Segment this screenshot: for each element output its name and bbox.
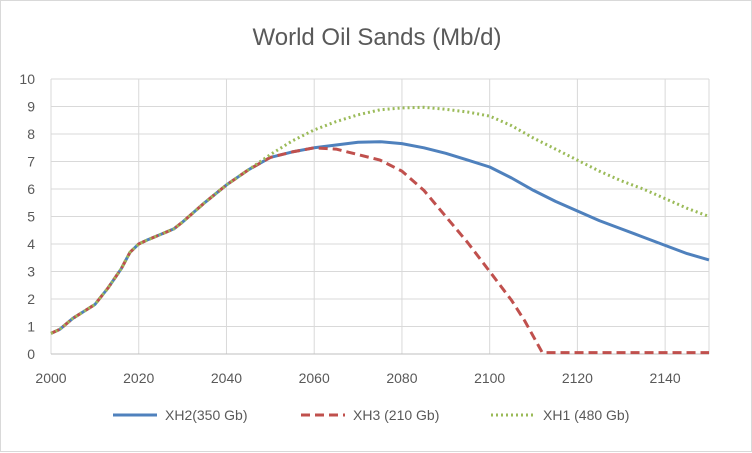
y-tick-label: 6 [27,181,35,197]
legend-label: XH1 (480 Gb) [543,407,629,423]
gridlines [50,78,710,355]
x-tick-label: 2100 [474,370,505,386]
y-tick-label: 5 [27,209,35,225]
x-tick-label: 2060 [299,370,330,386]
y-tick-label: 10 [19,71,35,87]
chart-title: World Oil Sands (Mb/d) [253,24,502,51]
legend-label: XH2(350 Gb) [165,407,247,423]
series-line-2 [50,146,709,355]
series-line-1 [50,140,710,335]
y-tick-label: 1 [27,319,35,335]
y-tick-label: 2 [27,291,35,307]
x-tick-label: 2080 [386,370,417,386]
legend: XH2(350 Gb) XH3 (210 Gb) XH1 (480 Gb) [113,407,629,423]
x-tick-label: 2020 [123,370,154,386]
x-tick-label: 2120 [562,370,593,386]
y-tick-label: 0 [27,346,35,362]
y-tick-label: 9 [27,99,35,115]
y-tick-label: 8 [27,126,35,142]
series-lines [50,105,710,355]
x-tick-label: 2140 [650,370,681,386]
x-tick-label: 2000 [35,370,66,386]
y-tick-label: 3 [27,264,35,280]
axes: 0 1 2 3 4 5 6 7 8 9 10 2000 2020 2040 2060 2080 2100 2120… [19,71,709,386]
y-tick-label: 7 [27,154,35,170]
x-tick-label: 2040 [211,370,242,386]
legend-label: XH3 (210 Gb) [353,407,439,423]
series-line-3 [50,105,710,335]
y-tick-label: 4 [27,236,35,252]
